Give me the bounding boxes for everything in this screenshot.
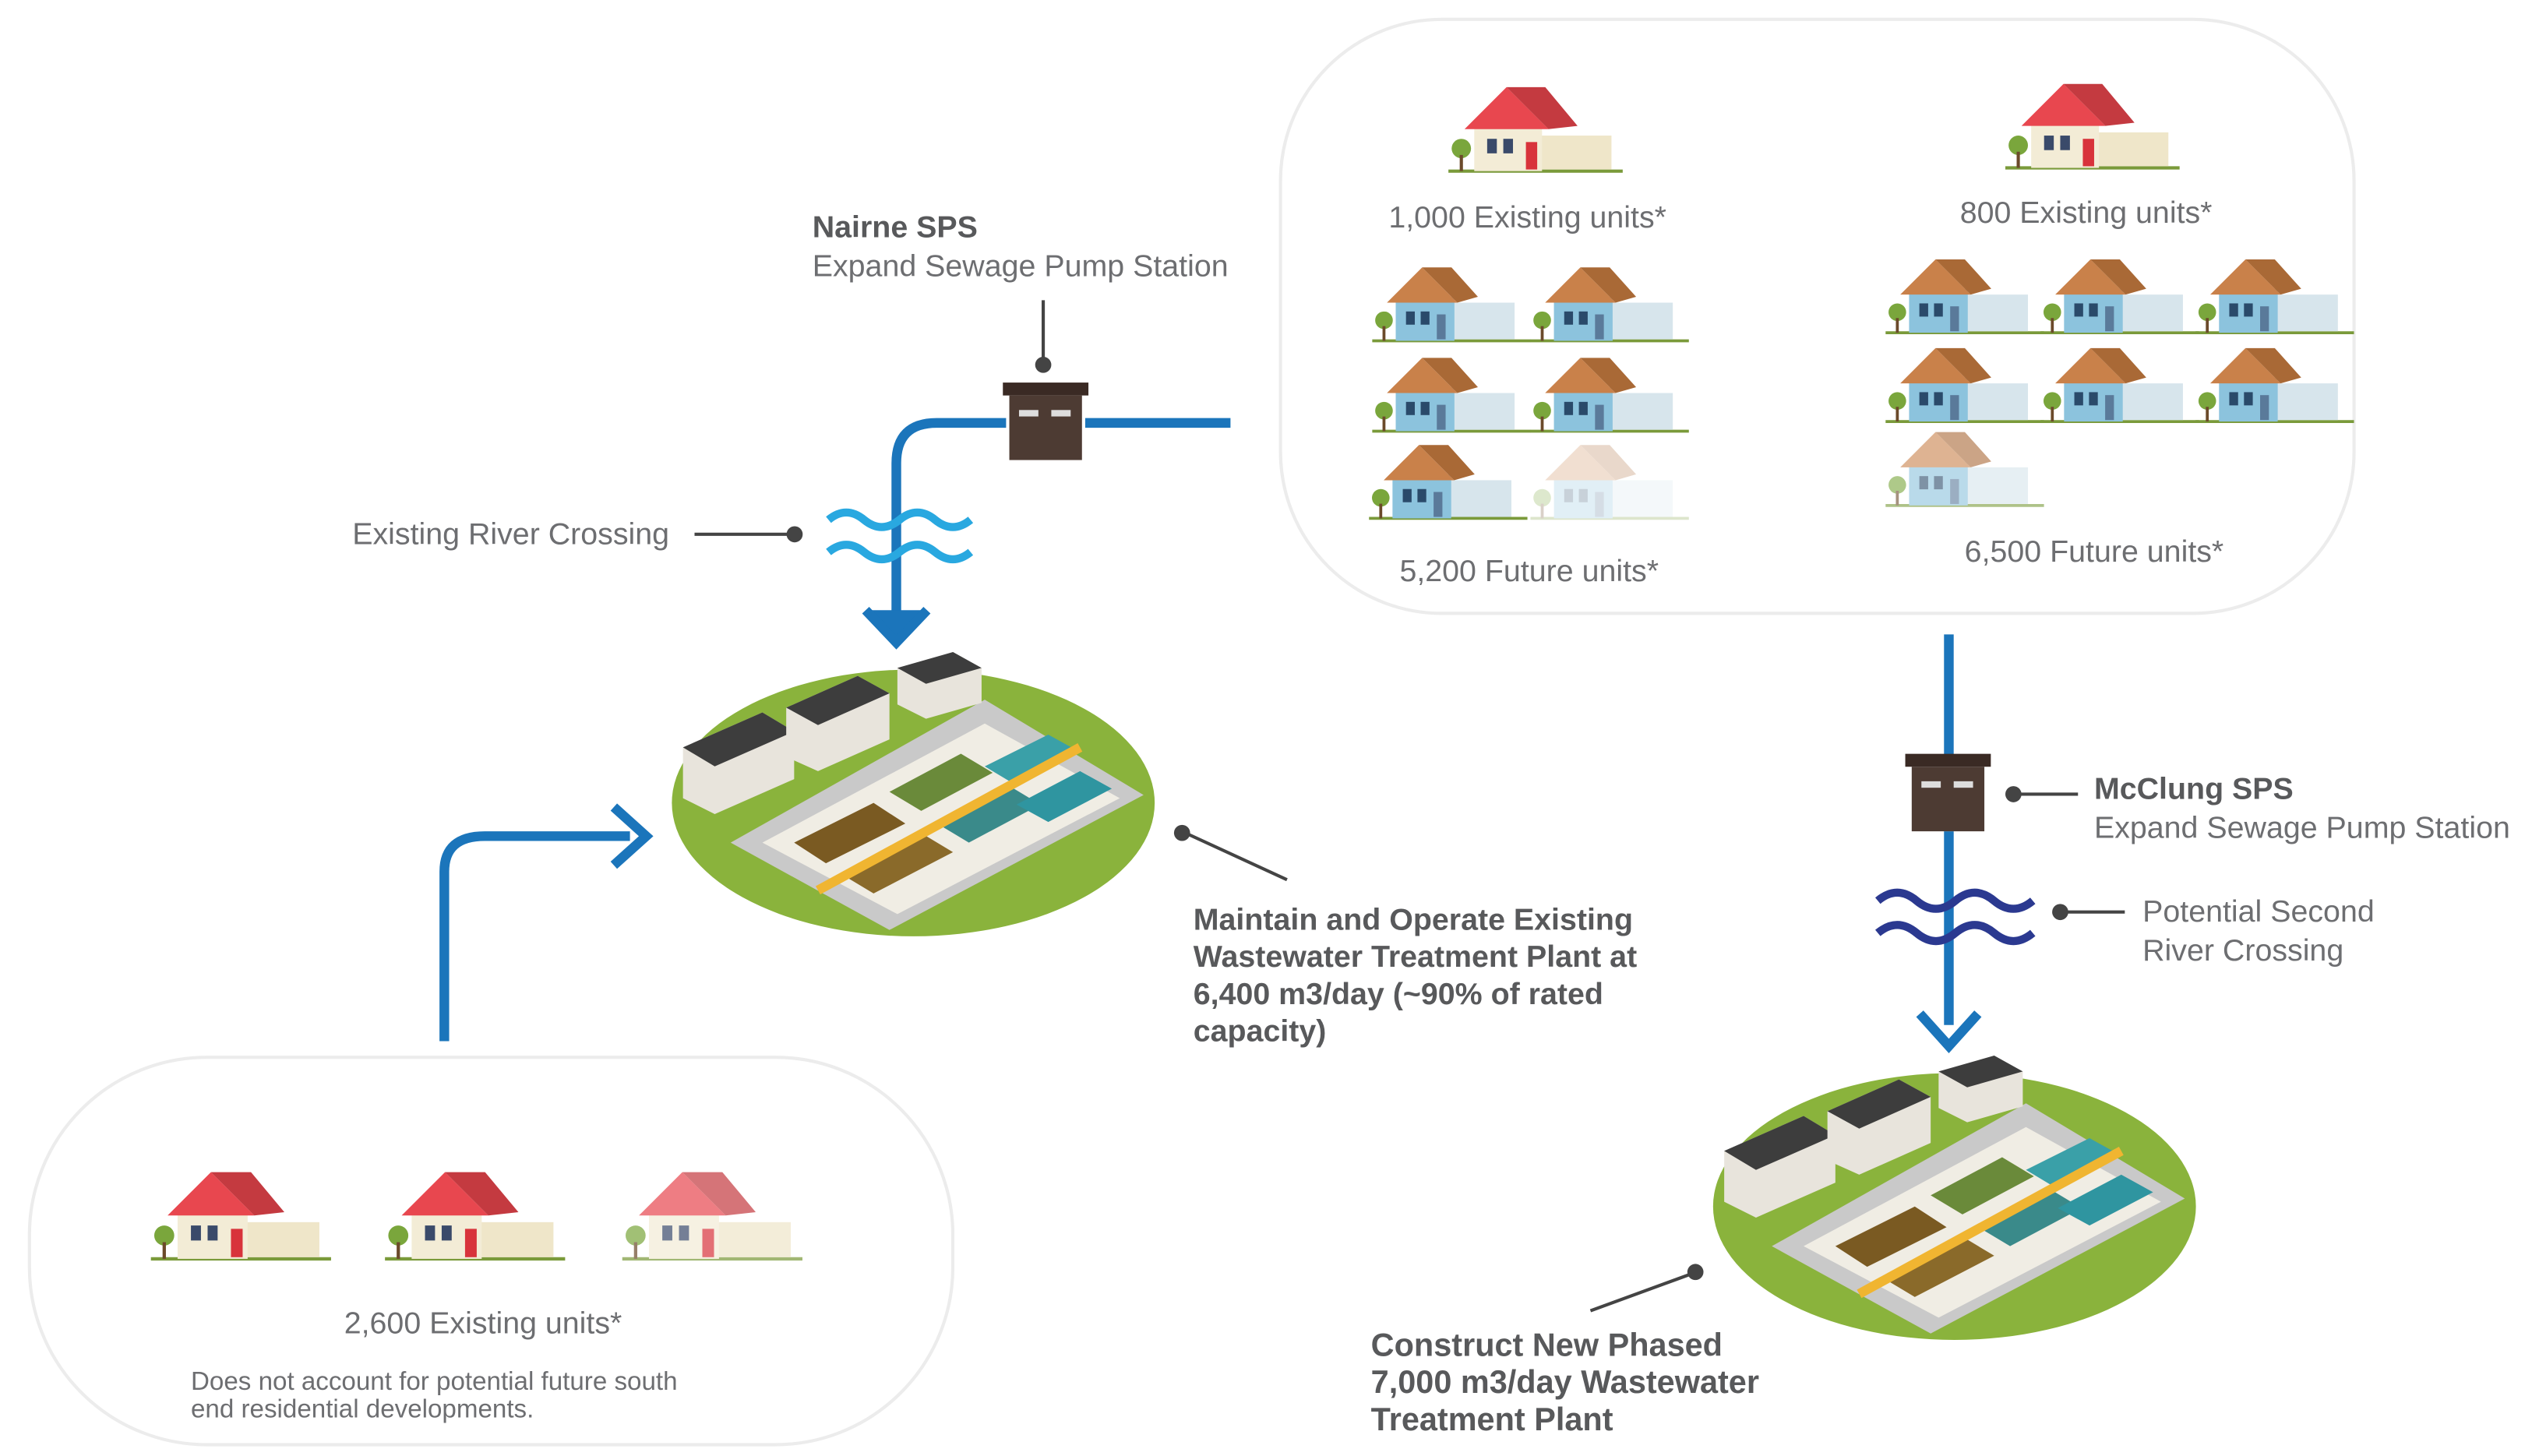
existing-plant-icon [672, 652, 1155, 936]
callout-line [1185, 833, 1287, 880]
diagram: Nairne SPS Expand Sewage Pump Station Ex… [0, 0, 2532, 1456]
second-crossing-label: Potential Second River Crossing [2142, 894, 2383, 968]
callout-dot [1035, 357, 1052, 373]
nairne-subtitle: Expand Sewage Pump Station [813, 249, 1229, 283]
mcclung-title: McClung SPS [2094, 772, 2294, 806]
group-label: 2,600 Existing units* [344, 1306, 622, 1341]
south-pipe [444, 836, 629, 1041]
group-label: 800 Existing units* [1960, 196, 2213, 230]
river-crossing-label: Existing River Crossing [352, 516, 669, 551]
page: {"nairne": {"title": "Nairne SPS", "subt… [0, 0, 2532, 1456]
group-label: 1,000 Existing units* [1388, 200, 1666, 234]
mcclung-pump [1906, 754, 1991, 831]
group-label: 5,200 Future units* [1399, 554, 1659, 588]
callout-line [1590, 1274, 1692, 1311]
callout-dot [1687, 1264, 1704, 1280]
new-plant-label: Construct New Phased 7,000 m3/day Wastew… [1371, 1327, 1769, 1437]
group-label: 6,500 Future units* [1965, 534, 2224, 569]
nairne-title: Nairne SPS [813, 210, 978, 245]
callout-dot [787, 526, 803, 542]
nairne-pump [1003, 383, 1088, 460]
mcclung-subtitle: Expand Sewage Pump Station [2094, 810, 2510, 844]
callout-dot [1174, 825, 1190, 841]
new-plant-icon [1713, 1056, 2196, 1340]
second-river-waves [1878, 893, 2033, 941]
existing-plant-label: Maintain and Operate Existing Wastewater… [1194, 903, 1645, 1049]
